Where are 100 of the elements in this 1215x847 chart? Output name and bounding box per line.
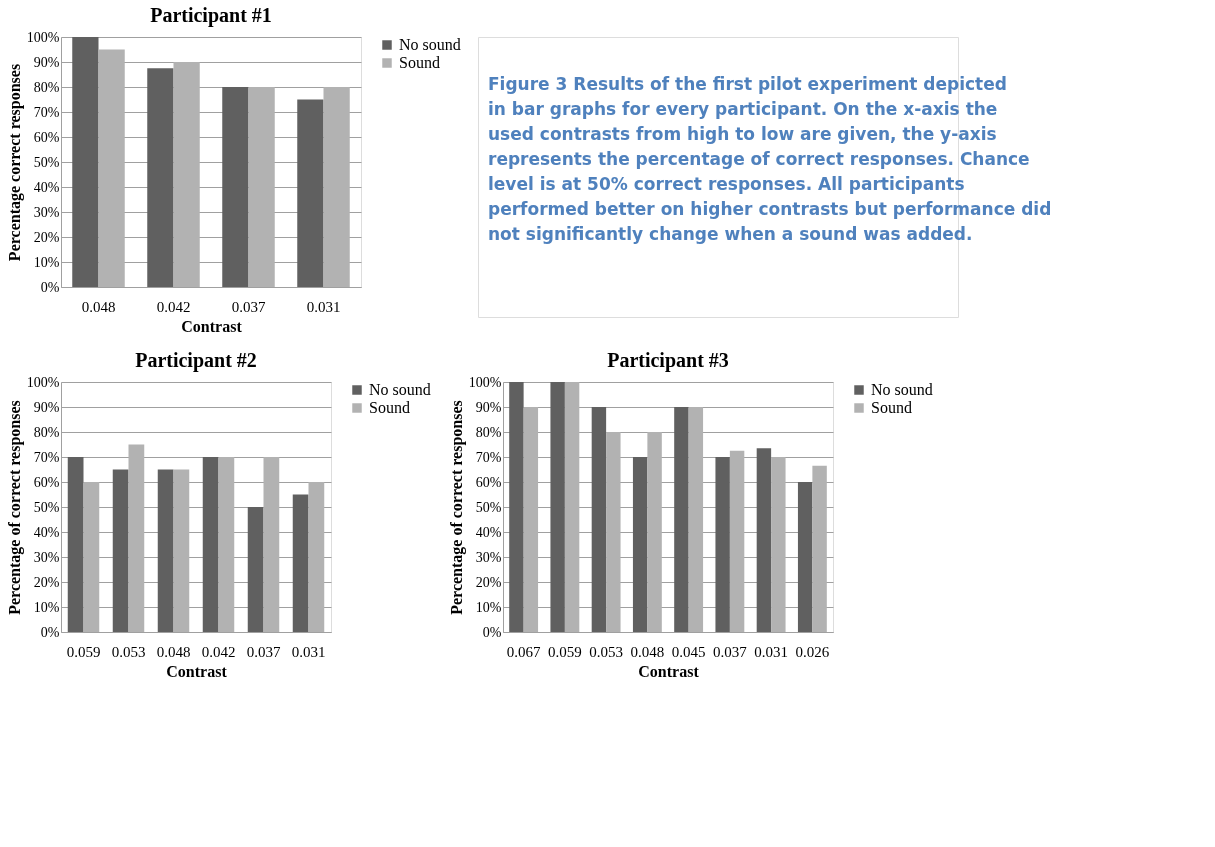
bar (797, 482, 813, 632)
bar (218, 457, 235, 632)
caption: Figure 3 Results of the first pilot experiment depicted in bar graphs for every participant. On the x-axis the used contrasts from high to low are given, the y-axis represents the percentage of correct responses. Chance level is at 50% correct responses. All participants performed better on higher contrasts but performance did not significantly change when a sound was added. (488, 74, 1052, 244)
bar (647, 432, 662, 632)
y-tick-label: 80% (33, 79, 60, 95)
x-tick-label: 0.059 (66, 643, 101, 660)
legend-label: No sound (369, 381, 431, 398)
bar (564, 382, 580, 632)
legend-label: Sound (369, 399, 410, 416)
x-tick-label: 0.031 (306, 298, 341, 315)
bar (292, 494, 309, 632)
legend-label: No sound (399, 36, 461, 53)
y-tick-label: 70% (33, 449, 60, 465)
y-tick-label: 30% (33, 204, 60, 220)
bar (248, 87, 275, 287)
x-axis-title: Contrast (638, 662, 700, 680)
bar (263, 457, 280, 632)
bar (297, 99, 324, 287)
y-tick-label: 90% (33, 399, 60, 415)
y-tick-label: 90% (475, 399, 502, 415)
bar (173, 62, 200, 287)
y-tick-label: 30% (475, 549, 502, 565)
x-tick-label: 0.031 (291, 643, 326, 660)
bar (247, 507, 264, 632)
bar (308, 482, 325, 632)
y-tick-label: 60% (475, 474, 502, 490)
y-tick-label: 80% (33, 424, 60, 440)
bar (202, 457, 219, 632)
y-tick-label: 70% (33, 104, 60, 120)
y-tick-label: 30% (33, 549, 60, 565)
y-tick-label: 0% (40, 624, 60, 640)
x-tick-label: 0.037 (246, 643, 281, 660)
x-tick-label: 0.042 (201, 643, 236, 660)
y-tick-label: 100% (468, 374, 502, 390)
x-axis-title: Contrast (181, 317, 243, 335)
x-tick-label: 0.053 (589, 643, 623, 660)
bar (756, 448, 772, 632)
bar (72, 37, 99, 287)
y-tick-label: 0% (40, 279, 60, 295)
bar (729, 450, 745, 632)
y-tick-label: 20% (475, 574, 502, 590)
x-tick-label: 0.067 (506, 643, 541, 660)
bar (173, 469, 190, 632)
y-tick-label: 70% (475, 449, 502, 465)
x-tick-label: 0.026 (795, 643, 830, 660)
y-tick-label: 50% (33, 499, 60, 515)
y-tick-label: 40% (33, 524, 60, 540)
y-tick-label: 40% (33, 179, 60, 195)
bar (523, 407, 539, 632)
bar (157, 469, 174, 632)
y-tick-label: 50% (475, 499, 502, 515)
bar (674, 407, 689, 632)
y-tick-label: 10% (33, 254, 60, 270)
bar (67, 457, 84, 632)
x-tick-label: 0.059 (548, 643, 582, 660)
x-tick-label: 0.048 (156, 643, 191, 660)
bar (812, 465, 827, 632)
y-tick-label: 80% (475, 424, 502, 440)
y-axis-title: Percentage of correct responses (5, 400, 24, 615)
y-tick-label: 100% (26, 29, 60, 45)
chart-title: Participant #3 (607, 349, 729, 372)
y-tick-label: 20% (33, 574, 60, 590)
x-tick-label: 0.053 (111, 643, 146, 660)
y-tick-label: 90% (33, 54, 60, 70)
x-tick-label: 0.031 (754, 643, 788, 660)
bar (222, 87, 249, 287)
bar (323, 87, 350, 287)
y-tick-label: 10% (475, 599, 502, 615)
x-axis-title: Contrast (166, 662, 228, 680)
y-tick-label: 0% (482, 624, 502, 640)
bar (606, 432, 621, 632)
x-tick-label: 0.037 (231, 298, 266, 315)
bar (147, 68, 174, 287)
y-tick-label: 10% (33, 599, 60, 615)
y-tick-label: 50% (33, 154, 60, 170)
x-tick-label: 0.048 (630, 643, 665, 660)
bar (83, 482, 100, 632)
legend-label: Sound (871, 399, 912, 416)
y-axis-title: Percentage of correct responses (447, 400, 466, 615)
chart-title: Participant #2 (135, 349, 257, 372)
x-tick-label: 0.045 (671, 643, 706, 660)
y-tick-label: 100% (26, 374, 60, 390)
bar (509, 382, 524, 632)
chart-title: Participant #1 (150, 4, 272, 27)
y-tick-label: 60% (33, 129, 60, 145)
y-tick-label: 60% (33, 474, 60, 490)
bar (591, 407, 607, 632)
y-tick-label: 40% (475, 524, 502, 540)
bar (550, 382, 565, 632)
legend-label: No sound (871, 381, 933, 398)
bar (771, 457, 786, 632)
legend-label: Sound (399, 54, 440, 71)
bar (632, 457, 648, 632)
bar (715, 457, 730, 632)
bar (112, 469, 129, 632)
bar (98, 49, 125, 287)
x-tick-label: 0.048 (81, 298, 116, 315)
x-tick-label: 0.042 (156, 298, 191, 315)
bar (128, 444, 145, 632)
y-tick-label: 20% (33, 229, 60, 245)
